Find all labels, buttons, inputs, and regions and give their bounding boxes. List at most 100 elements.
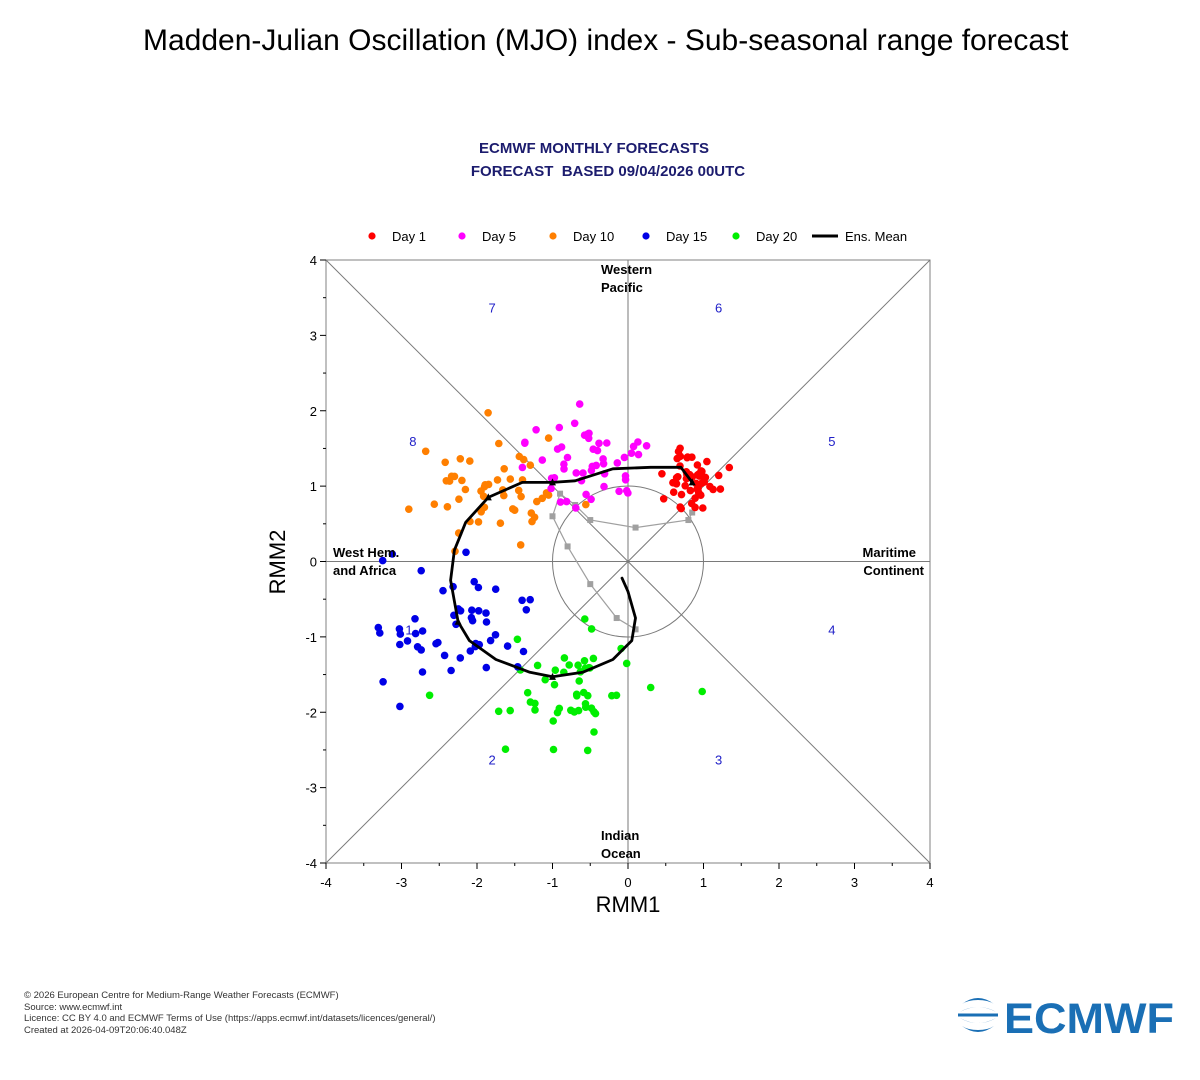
data-point — [567, 706, 575, 715]
data-point — [579, 469, 587, 477]
data-point — [686, 486, 695, 495]
observed-point — [587, 581, 594, 588]
data-point — [591, 709, 600, 718]
legend: Day 1 Day 5 Day 10 Day 15 Day 20 Ens. Mean — [368, 229, 907, 244]
y-tick-label: -2 — [305, 705, 317, 720]
data-point — [669, 478, 677, 487]
observed-point — [549, 513, 556, 520]
data-point — [585, 429, 593, 438]
data-point — [501, 745, 510, 753]
legend-marker — [642, 232, 650, 240]
data-point — [613, 459, 622, 467]
data-point — [514, 486, 523, 495]
data-point — [538, 494, 547, 503]
data-point — [500, 465, 509, 473]
data-point — [699, 504, 707, 512]
data-point — [430, 500, 439, 509]
data-point — [491, 585, 500, 593]
data-point — [582, 490, 590, 499]
data-point — [396, 640, 404, 649]
observed-point — [557, 490, 564, 497]
region-label-maritime-2: Continent — [863, 563, 924, 578]
x-tick-label: 3 — [851, 875, 858, 890]
data-point — [698, 479, 706, 488]
observed-point — [685, 517, 692, 524]
data-point — [378, 556, 387, 565]
data-point — [466, 457, 474, 465]
data-point — [517, 492, 525, 501]
data-point — [681, 482, 689, 490]
data-point — [676, 452, 685, 461]
data-point — [563, 453, 572, 462]
ensemble-points-layer — [374, 400, 734, 755]
data-point — [695, 472, 704, 480]
ecmwf-logo-icon — [958, 998, 998, 1032]
data-point — [621, 476, 630, 484]
data-point — [572, 504, 580, 512]
legend-marker — [368, 232, 376, 240]
data-point — [581, 700, 590, 708]
y-tick-label: -1 — [305, 630, 317, 645]
phase-label-7: 7 — [488, 300, 495, 315]
data-point — [622, 659, 631, 668]
phase-label-8: 8 — [409, 434, 416, 449]
data-point — [620, 453, 629, 462]
data-point — [456, 654, 465, 662]
data-point — [674, 473, 682, 481]
data-point — [379, 678, 387, 686]
y-tick-label: 4 — [310, 253, 317, 268]
region-labels-layer: Western Pacific Indian Ocean West Hem. and Af… — [333, 262, 925, 861]
data-point — [484, 409, 492, 417]
data-point — [547, 474, 556, 483]
data-point — [456, 607, 465, 615]
data-point — [725, 463, 734, 472]
plot-area — [325, 259, 931, 864]
data-point — [396, 630, 405, 638]
data-point — [600, 482, 608, 491]
x-tick-label: 1 — [700, 875, 707, 890]
data-point — [562, 497, 571, 506]
data-point — [515, 452, 524, 461]
data-point — [411, 615, 419, 623]
ensemble-mean-marker-day-5 — [549, 478, 556, 486]
data-point — [642, 442, 651, 450]
data-point — [479, 492, 488, 501]
data-point — [572, 469, 580, 477]
data-point — [714, 471, 723, 480]
data-point — [698, 687, 706, 696]
data-point — [574, 661, 582, 669]
data-point — [441, 458, 450, 467]
ecmwf-logo-text: ECMWF — [1004, 995, 1174, 1040]
data-point — [603, 439, 611, 447]
data-point — [555, 423, 564, 432]
data-point — [474, 583, 483, 592]
legend-item-day-5: Day 5 — [458, 229, 516, 244]
data-point — [658, 470, 666, 478]
data-point — [413, 643, 422, 651]
observed-point — [632, 524, 639, 531]
phase-label-1: 1 — [405, 622, 412, 637]
data-point — [573, 692, 581, 700]
y-tick-label: 3 — [310, 328, 317, 343]
data-point — [521, 439, 529, 448]
data-point — [474, 607, 483, 615]
x-tick-label: 2 — [775, 875, 782, 890]
data-point — [590, 728, 598, 736]
data-point — [582, 500, 590, 509]
data-point — [388, 550, 397, 558]
data-point — [556, 498, 565, 506]
x-tick-label: -1 — [547, 875, 559, 890]
data-point — [461, 485, 470, 494]
data-point — [523, 688, 532, 697]
footer-created: Created at 2026-04-09T20:06:40.048Z — [24, 1024, 187, 1036]
x-tick-label: -3 — [396, 875, 408, 890]
data-point — [403, 637, 412, 645]
footer: © 2026 European Centre for Medium-Range … — [24, 990, 436, 1036]
legend-label: Day 10 — [573, 229, 614, 244]
data-point — [421, 447, 430, 456]
data-point — [467, 613, 476, 622]
ensemble-mean-marker-day-15 — [454, 617, 462, 625]
data-point — [592, 461, 600, 470]
data-point — [482, 609, 490, 617]
data-point — [418, 627, 427, 635]
